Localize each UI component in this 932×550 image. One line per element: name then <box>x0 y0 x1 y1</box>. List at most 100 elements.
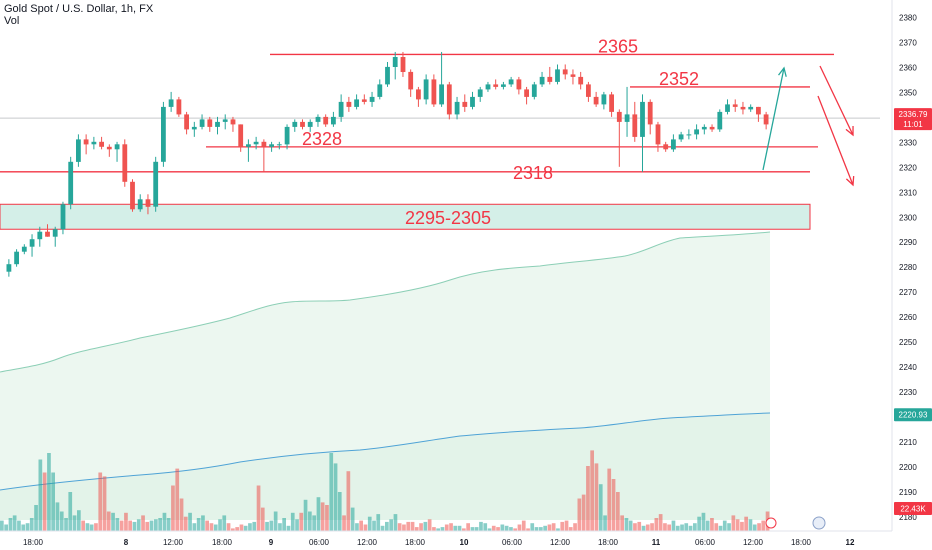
volume-bar <box>372 520 376 531</box>
volume-bar <box>166 518 171 531</box>
volume-bar <box>213 524 218 531</box>
candle <box>76 134 81 167</box>
candle <box>292 119 298 132</box>
candle <box>392 51 398 80</box>
volume-bar <box>543 525 547 531</box>
volume-bar <box>560 521 565 531</box>
volume-bar <box>136 519 141 531</box>
candle-body <box>508 79 514 85</box>
volume-bar <box>671 520 676 531</box>
volume-bar <box>295 519 299 531</box>
volume-value-badge <box>894 502 932 515</box>
arrow-head <box>845 175 855 187</box>
volume-bar <box>705 520 710 531</box>
candle <box>361 94 367 105</box>
candle-body <box>431 79 437 105</box>
level-lines[interactable]: 2365 2352 2328 2318 <box>0 36 880 183</box>
candle <box>609 91 614 117</box>
volume-bar <box>440 527 445 531</box>
candle <box>524 86 529 105</box>
volume-bar <box>633 523 637 531</box>
candle-body <box>686 134 692 136</box>
candle <box>725 99 730 115</box>
arrow-shaft <box>762 67 785 171</box>
support-zone[interactable]: 2295-2305 <box>0 203 811 230</box>
candle <box>570 69 576 85</box>
volume-bar <box>500 524 505 531</box>
volume-bar <box>718 525 723 531</box>
volume-bar <box>260 507 265 531</box>
candle <box>191 121 197 137</box>
candles <box>6 51 769 277</box>
volume-bar <box>308 511 312 531</box>
candle <box>501 81 506 90</box>
time-tick-label: 12:00 <box>357 538 378 547</box>
volume-bar <box>423 521 428 531</box>
candle <box>106 144 112 157</box>
volume-bar <box>402 524 406 531</box>
candle-body <box>570 74 576 77</box>
candle-body <box>501 84 506 87</box>
candle-body <box>647 101 653 125</box>
volume-bar <box>624 518 629 531</box>
candle-body <box>416 89 421 100</box>
volume-bar <box>188 512 192 531</box>
volume-bar <box>325 505 329 531</box>
volume-bar <box>731 515 736 531</box>
candle <box>717 109 723 132</box>
candle <box>161 101 166 167</box>
candle-body <box>246 144 251 147</box>
candle-body <box>331 116 336 125</box>
candle <box>238 124 244 152</box>
candle-body <box>45 231 50 237</box>
projection-arrows[interactable] <box>762 65 855 187</box>
ma-line-upper <box>0 231 771 373</box>
candle-body <box>161 106 166 162</box>
candle <box>307 119 313 132</box>
candle <box>539 71 545 87</box>
time-axis[interactable]: 18:00 8 12:00 18:00 9 06:00 12:00 18:00 10 06:00 1… <box>0 530 892 547</box>
volume-bar <box>17 520 21 531</box>
volume-bar <box>628 520 633 531</box>
volume-bar <box>145 521 150 531</box>
candle <box>276 141 282 150</box>
time-tick-label: 9 <box>269 538 274 547</box>
candle <box>315 114 321 127</box>
volume-bar <box>427 519 432 531</box>
candle-body <box>284 126 290 145</box>
candle-body <box>153 161 159 207</box>
candle-body <box>83 139 89 145</box>
price-axis[interactable]: 2380237023602350234023302320231023002290… <box>891 0 932 550</box>
ma-area-lower <box>0 413 770 520</box>
price-tick-label: 2270 <box>899 288 917 297</box>
candle <box>222 114 228 130</box>
candle <box>91 136 97 150</box>
candle <box>346 96 352 112</box>
volume-bar <box>761 520 766 531</box>
candle <box>470 91 475 110</box>
candle-body <box>439 84 444 105</box>
volume-bar <box>637 521 642 531</box>
candle <box>60 201 66 235</box>
candle <box>331 111 336 127</box>
volume-bar <box>757 523 761 531</box>
candle <box>21 244 27 255</box>
volume-bar <box>701 512 706 531</box>
candle-body <box>276 144 282 146</box>
ma-value-badge <box>894 408 932 422</box>
candle <box>593 91 599 107</box>
volume-bar <box>735 519 740 531</box>
volume-bar <box>581 494 586 531</box>
volume-ma-area <box>0 231 771 520</box>
candle <box>114 141 120 162</box>
volume-bar <box>25 523 30 531</box>
candle <box>562 64 568 80</box>
candle-body <box>176 99 182 115</box>
volume-bar <box>29 518 34 531</box>
candle <box>176 96 182 117</box>
volume-bar <box>453 525 458 531</box>
volume-bar <box>333 463 338 531</box>
volume-bar <box>359 520 363 531</box>
candle-body <box>732 104 738 107</box>
